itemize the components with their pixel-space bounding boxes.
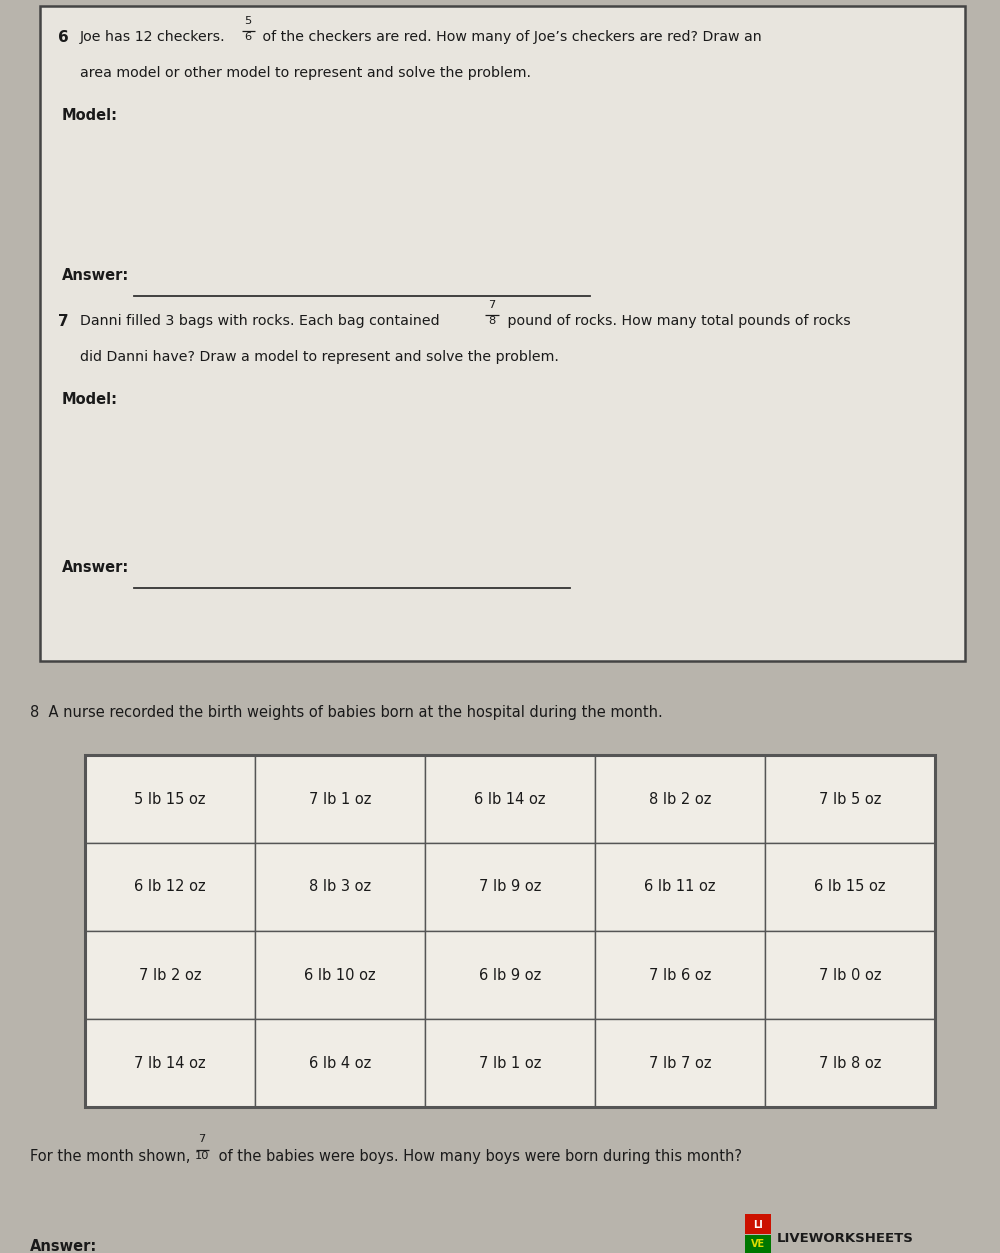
Text: 7 lb 8 oz: 7 lb 8 oz: [819, 1055, 881, 1070]
Text: Model:: Model:: [62, 392, 118, 407]
FancyBboxPatch shape: [765, 1019, 935, 1106]
Text: LI: LI: [753, 1220, 763, 1230]
Text: 6 lb 10 oz: 6 lb 10 oz: [304, 967, 376, 982]
FancyBboxPatch shape: [425, 1019, 595, 1106]
FancyBboxPatch shape: [745, 1214, 771, 1234]
Text: Answer:: Answer:: [30, 1239, 97, 1253]
Text: 7 lb 1 oz: 7 lb 1 oz: [309, 792, 371, 807]
FancyBboxPatch shape: [85, 1019, 255, 1106]
FancyBboxPatch shape: [85, 931, 255, 1019]
Text: Joe has 12 checkers.: Joe has 12 checkers.: [80, 30, 230, 44]
Text: 8 lb 3 oz: 8 lb 3 oz: [309, 880, 371, 895]
Text: of the babies were boys. How many boys were born during this month?: of the babies were boys. How many boys w…: [214, 1149, 742, 1164]
Text: 5 lb 15 oz: 5 lb 15 oz: [134, 792, 206, 807]
Text: 5: 5: [244, 15, 252, 25]
Text: 7 lb 0 oz: 7 lb 0 oz: [819, 967, 881, 982]
FancyBboxPatch shape: [255, 756, 425, 843]
Text: 7 lb 2 oz: 7 lb 2 oz: [139, 967, 201, 982]
FancyBboxPatch shape: [595, 1019, 765, 1106]
FancyBboxPatch shape: [595, 931, 765, 1019]
Text: 6 lb 12 oz: 6 lb 12 oz: [134, 880, 206, 895]
FancyBboxPatch shape: [595, 756, 765, 843]
Text: 8: 8: [488, 316, 496, 326]
Text: 7: 7: [488, 299, 496, 309]
Text: Answer:: Answer:: [62, 268, 129, 283]
FancyBboxPatch shape: [745, 1235, 771, 1253]
Text: of the checkers are red. How many of Joe’s checkers are red? Draw an: of the checkers are red. How many of Joe…: [258, 30, 762, 44]
Text: 6 lb 11 oz: 6 lb 11 oz: [644, 880, 716, 895]
Text: 7 lb 1 oz: 7 lb 1 oz: [479, 1055, 541, 1070]
FancyBboxPatch shape: [425, 843, 595, 931]
Text: 7 lb 14 oz: 7 lb 14 oz: [134, 1055, 206, 1070]
Text: area model or other model to represent and solve the problem.: area model or other model to represent a…: [80, 66, 531, 80]
Text: 7 lb 7 oz: 7 lb 7 oz: [649, 1055, 711, 1070]
Text: 10: 10: [195, 1152, 209, 1162]
Text: 7 lb 5 oz: 7 lb 5 oz: [819, 792, 881, 807]
Text: 6 lb 14 oz: 6 lb 14 oz: [474, 792, 546, 807]
FancyBboxPatch shape: [765, 756, 935, 843]
Text: Answer:: Answer:: [62, 560, 129, 575]
FancyBboxPatch shape: [425, 931, 595, 1019]
FancyBboxPatch shape: [765, 931, 935, 1019]
Text: VE: VE: [751, 1239, 765, 1249]
Text: Model:: Model:: [62, 108, 118, 123]
Text: 7 lb 9 oz: 7 lb 9 oz: [479, 880, 541, 895]
Text: pound of rocks. How many total pounds of rocks: pound of rocks. How many total pounds of…: [503, 315, 850, 328]
Text: 8 lb 2 oz: 8 lb 2 oz: [649, 792, 711, 807]
Text: Danni filled 3 bags with rocks. Each bag contained: Danni filled 3 bags with rocks. Each bag…: [80, 315, 444, 328]
Text: 6 lb 15 oz: 6 lb 15 oz: [814, 880, 886, 895]
FancyBboxPatch shape: [255, 843, 425, 931]
Text: 7: 7: [58, 315, 69, 330]
FancyBboxPatch shape: [595, 843, 765, 931]
FancyBboxPatch shape: [255, 931, 425, 1019]
Text: LIVEWORKSHEETS: LIVEWORKSHEETS: [777, 1232, 914, 1244]
Text: 6: 6: [244, 33, 252, 43]
Text: For the month shown,: For the month shown,: [30, 1149, 195, 1164]
Text: 8  A nurse recorded the birth weights of babies born at the hospital during the : 8 A nurse recorded the birth weights of …: [30, 705, 663, 720]
Text: 7 lb 6 oz: 7 lb 6 oz: [649, 967, 711, 982]
FancyBboxPatch shape: [765, 843, 935, 931]
FancyBboxPatch shape: [40, 6, 965, 662]
Text: 6 lb 4 oz: 6 lb 4 oz: [309, 1055, 371, 1070]
Text: 7: 7: [198, 1134, 206, 1144]
Text: 6: 6: [58, 30, 69, 45]
FancyBboxPatch shape: [85, 843, 255, 931]
Text: did Danni have? Draw a model to represent and solve the problem.: did Danni have? Draw a model to represen…: [80, 350, 559, 365]
FancyBboxPatch shape: [85, 756, 255, 843]
FancyBboxPatch shape: [255, 1019, 425, 1106]
FancyBboxPatch shape: [425, 756, 595, 843]
Text: 6 lb 9 oz: 6 lb 9 oz: [479, 967, 541, 982]
